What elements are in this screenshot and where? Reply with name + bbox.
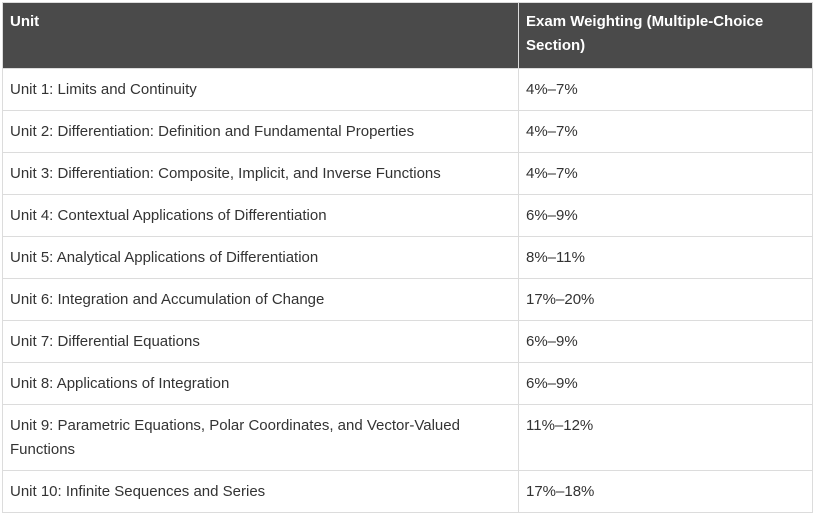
unit-cell: Unit 2: Differentiation: Definition and …: [2, 110, 519, 153]
table-row: Unit 8: Applications of Integration 6%–9…: [2, 362, 813, 405]
unit-cell: Unit 8: Applications of Integration: [2, 362, 519, 405]
header-unit: Unit: [2, 2, 519, 69]
unit-cell: Unit 6: Integration and Accumulation of …: [2, 278, 519, 321]
weighting-cell: 6%–9%: [518, 194, 813, 237]
weighting-cell: 17%–18%: [518, 470, 813, 513]
weighting-cell: 6%–9%: [518, 362, 813, 405]
unit-cell: Unit 7: Differential Equations: [2, 320, 519, 363]
table-row: Unit 7: Differential Equations 6%–9%: [2, 320, 813, 363]
unit-cell: Unit 9: Parametric Equations, Polar Coor…: [2, 404, 519, 471]
table-row: Unit 1: Limits and Continuity 4%–7%: [2, 68, 813, 111]
weighting-cell: 17%–20%: [518, 278, 813, 321]
weighting-cell: 6%–9%: [518, 320, 813, 363]
weighting-cell: 4%–7%: [518, 110, 813, 153]
weighting-cell: 4%–7%: [518, 68, 813, 111]
table-row: Unit 4: Contextual Applications of Diffe…: [2, 194, 813, 237]
header-row: Unit Exam Weighting (Multiple-Choice Sec…: [2, 2, 813, 69]
table-row: Unit 6: Integration and Accumulation of …: [2, 278, 813, 321]
table-row: Unit 9: Parametric Equations, Polar Coor…: [2, 404, 813, 471]
weighting-cell: 8%–11%: [518, 236, 813, 279]
table-body: Unit 1: Limits and Continuity 4%–7% Unit…: [2, 68, 813, 513]
unit-cell: Unit 5: Analytical Applications of Diffe…: [2, 236, 519, 279]
weighting-cell: 11%–12%: [518, 404, 813, 471]
unit-cell: Unit 1: Limits and Continuity: [2, 68, 519, 111]
header-exam-weighting: Exam Weighting (Multiple-Choice Section): [518, 2, 813, 69]
table-row: Unit 10: Infinite Sequences and Series 1…: [2, 470, 813, 513]
table-header: Unit Exam Weighting (Multiple-Choice Sec…: [2, 2, 813, 69]
unit-cell: Unit 10: Infinite Sequences and Series: [2, 470, 519, 513]
unit-cell: Unit 4: Contextual Applications of Diffe…: [2, 194, 519, 237]
table-row: Unit 2: Differentiation: Definition and …: [2, 110, 813, 153]
weighting-cell: 4%–7%: [518, 152, 813, 195]
table-row: Unit 3: Differentiation: Composite, Impl…: [2, 152, 813, 195]
unit-cell: Unit 3: Differentiation: Composite, Impl…: [2, 152, 519, 195]
table-row: Unit 5: Analytical Applications of Diffe…: [2, 236, 813, 279]
